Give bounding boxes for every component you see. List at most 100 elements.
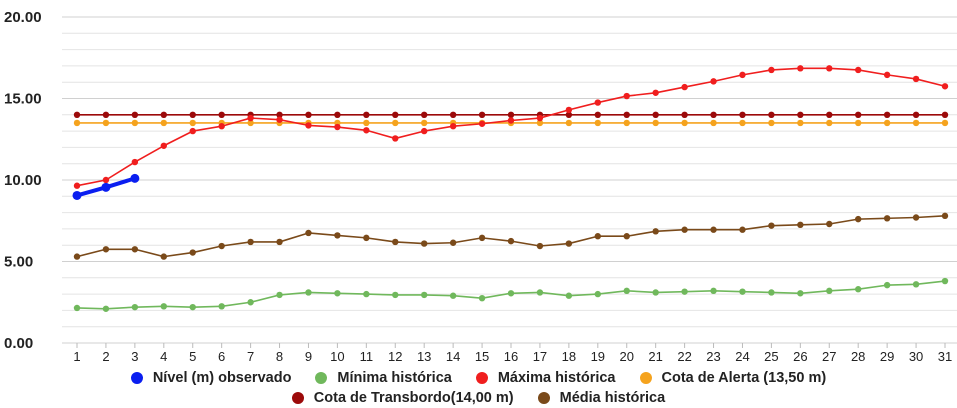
y-tick-label: 20.00 — [4, 9, 42, 26]
legend-label-media: Média histórica — [559, 390, 666, 406]
series-1-point — [941, 277, 949, 285]
series-3-point — [826, 119, 833, 127]
series-1-point — [883, 281, 891, 289]
x-tick-label: 9 — [305, 349, 312, 364]
series-5-point — [912, 214, 920, 221]
series-5-point — [681, 226, 688, 233]
series-2-point — [449, 123, 457, 130]
legend-row-2: Cota de Transbordo(14,00 m) Média histór… — [0, 388, 957, 408]
series-4-point — [421, 111, 428, 119]
series-0-point — [130, 173, 140, 183]
series-3-point — [189, 119, 196, 127]
x-tick-label: 15 — [475, 349, 489, 364]
x-tick-label: 8 — [276, 349, 283, 364]
legend-row-1: Nível (m) observado Mínima histórica Máx… — [0, 368, 957, 388]
series-5-point — [218, 242, 225, 250]
series-1-point — [449, 292, 457, 299]
series-1-point — [739, 288, 746, 295]
series-2-point — [131, 158, 139, 166]
series-5-point — [883, 215, 891, 222]
series-2-point — [768, 66, 775, 74]
series-5-point — [449, 239, 457, 246]
series-2-point — [797, 65, 804, 72]
x-tick-label: 29 — [880, 349, 894, 364]
series-3-point — [565, 119, 573, 127]
legend: Nível (m) observado Mínima histórica Máx… — [0, 368, 957, 408]
series-2-point — [507, 117, 515, 124]
series-2-point — [102, 176, 110, 184]
series-1-point — [392, 291, 399, 299]
series-1-point — [710, 287, 717, 295]
y-tick-label: 15.00 — [4, 91, 42, 108]
series-2-point — [218, 123, 225, 130]
series-2-point — [189, 127, 196, 135]
series-4-point — [449, 111, 457, 119]
legend-swatch-observado — [130, 372, 143, 384]
series-4-point — [102, 111, 110, 119]
series-2-point — [334, 123, 341, 131]
legend-swatch-alerta — [639, 372, 652, 384]
series-5-point — [652, 228, 659, 235]
series-2-point — [710, 78, 717, 85]
legend-item-minima: Mínima histórica — [315, 370, 452, 386]
x-tick-label: 21 — [648, 349, 662, 364]
x-tick-label: 4 — [160, 349, 167, 364]
x-tick-label: 6 — [218, 349, 225, 364]
series-5-point — [855, 215, 862, 223]
series-5-point — [131, 246, 139, 253]
series-5-point — [797, 221, 804, 229]
x-tick-label: 3 — [131, 349, 138, 364]
series-3-point — [363, 119, 370, 127]
series-2-point — [421, 127, 428, 135]
series-2-point — [855, 66, 862, 74]
x-tick-label: 1 — [73, 349, 80, 364]
legend-item-alerta: Cota de Alerta (13,50 m) — [639, 370, 826, 386]
x-tick-label: 17 — [533, 349, 547, 364]
series-2-line — [76, 67, 946, 187]
series-3-point — [855, 119, 862, 127]
series-4-point — [218, 111, 225, 119]
series-3-point — [941, 119, 949, 127]
series-0-point — [101, 182, 111, 192]
series-5-point — [768, 222, 775, 229]
series-3-point — [536, 119, 544, 127]
series-2-point — [536, 114, 544, 122]
series-3-point — [73, 119, 81, 127]
series-5-point — [941, 212, 949, 220]
legend-swatch-minima — [315, 372, 328, 384]
series-1-point — [218, 303, 225, 310]
legend-item-maxima: Máxima histórica — [475, 370, 616, 386]
series-4-point — [739, 111, 746, 119]
series-1-point — [131, 303, 139, 311]
series-0-point — [72, 190, 82, 200]
series-3-point — [768, 119, 775, 127]
series-4-point — [681, 111, 688, 119]
y-tick-label: 5.00 — [4, 254, 33, 271]
series-4-point — [855, 111, 862, 119]
series-5-point — [710, 226, 717, 233]
grid-lines — [62, 16, 957, 344]
series-5-point — [102, 246, 110, 253]
x-tick-label: 20 — [619, 349, 633, 364]
x-tick-label: 23 — [706, 349, 720, 364]
series-1-point — [507, 290, 515, 297]
series-2-point — [681, 83, 688, 91]
series-3-point — [739, 119, 746, 127]
x-tick-label: 10 — [330, 349, 344, 364]
series-3-point — [883, 119, 891, 127]
series-5-point — [334, 232, 341, 239]
series-4-point — [334, 111, 341, 119]
series-5-point — [189, 249, 196, 256]
series-1-point — [565, 292, 573, 299]
series-3-point — [623, 119, 630, 127]
series-3-point — [594, 119, 601, 127]
series-5-point — [276, 238, 283, 246]
series-3-point — [392, 119, 399, 127]
series-3-point — [652, 119, 659, 127]
series-4-point — [768, 111, 775, 119]
series-1-point — [305, 289, 312, 296]
y-tick-label: 0.00 — [4, 335, 33, 352]
x-tick-label: 19 — [591, 349, 605, 364]
series-4-point — [912, 111, 920, 119]
